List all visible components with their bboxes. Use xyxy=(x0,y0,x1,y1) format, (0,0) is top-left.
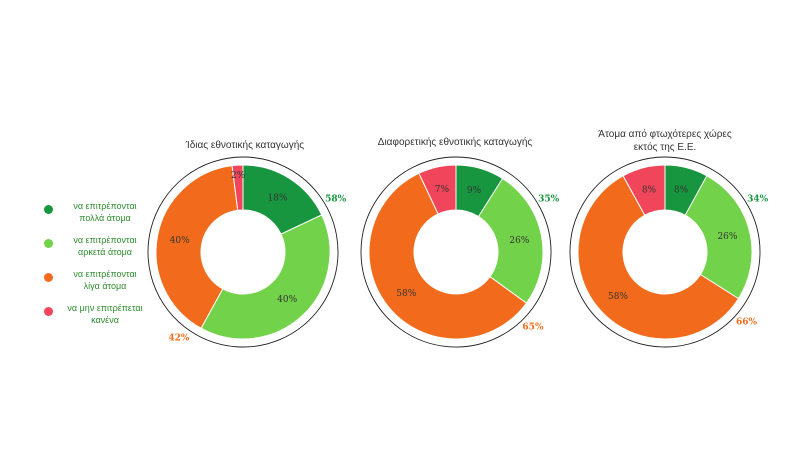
donut-3-slice-label-4: 8% xyxy=(642,186,657,196)
legend-swatch-several xyxy=(44,239,53,248)
legend-label-none-line-1: να μην επιτρέπεται xyxy=(67,303,143,313)
donut-1-slice-label-4: 2% xyxy=(231,171,246,181)
legend-label-many-line-1: να επιτρέπονται xyxy=(73,201,137,211)
chart-title-1: Ίδιας εθνοτικής καταγωγής xyxy=(160,139,330,152)
donut-1-slice-4 xyxy=(231,164,244,211)
donut-2-group-label-1: 35% xyxy=(538,195,560,205)
legend-label-several: να επιτρέπονται αρκετά άτομα xyxy=(60,234,150,258)
donut-2-slice-4 xyxy=(418,164,457,215)
donut-2: 9% 26% 58% 7% 35% 65% xyxy=(360,156,560,348)
donut-3-slice-label-2: 26% xyxy=(717,232,737,242)
legend-label-few: να επιτρέπονται λίγα άτομα xyxy=(60,268,150,292)
donut-1-slice-label-2: 40% xyxy=(277,295,297,305)
chart-title-2: Διαφορετικής εθνοτικής καταγωγής xyxy=(360,136,550,149)
legend-item-none: να μην επιτρέπεται κανένα xyxy=(44,302,154,336)
legend-label-few-line-2: λίγα άτομα xyxy=(83,281,127,291)
donut-1-slice-label-3: 40% xyxy=(170,236,190,246)
donut-3-slice-4 xyxy=(622,164,666,216)
legend-label-several-line-1: να επιτρέπονται xyxy=(73,235,137,245)
donut-2-slice-2 xyxy=(477,177,544,304)
donut-1-slice-3 xyxy=(155,165,239,329)
donut-3: 8% 26% 58% 8% 34% 66% xyxy=(569,156,769,348)
donut-2-slice-label-1: 9% xyxy=(467,186,482,196)
donut-1-group-bracket-1 xyxy=(197,156,339,348)
legend-swatch-few xyxy=(44,273,53,282)
legend-item-many: να επιτρέπονται πολλά άτομα xyxy=(44,200,154,234)
donut-1-group-label-1: 58% xyxy=(325,195,347,205)
donut-1-slice-2 xyxy=(200,214,331,340)
donut-3-group-bracket-1 xyxy=(664,156,761,304)
donut-2-group-bracket-1 xyxy=(455,156,552,309)
donut-2-group-label-2: 65% xyxy=(522,322,544,332)
legend-label-none: να μην επιτρέπεται κανένα xyxy=(60,302,150,326)
donut-2-slice-label-2: 26% xyxy=(509,236,529,246)
donut-3-group-bracket-2 xyxy=(569,156,746,348)
legend: να επιτρέπονται πολλά άτομα να επιτρέπον… xyxy=(44,200,154,336)
legend-label-none-line-2: κανένα xyxy=(91,315,119,325)
donut-2-slice-label-4: 7% xyxy=(435,185,450,195)
donut-2-group-bracket-2 xyxy=(360,156,534,348)
chart-title-3: Άτομα από φτωχότερες χώρες εκτός της Ε.Ε… xyxy=(580,128,750,154)
chart-title-3-line-2: εκτός της Ε.Ε. xyxy=(633,142,697,153)
donut-3-slice-label-1: 8% xyxy=(674,186,689,196)
donut-2-slice-3 xyxy=(368,172,528,340)
donut-2-slice-label-3: 58% xyxy=(396,289,416,299)
donut-3-slice-3 xyxy=(577,175,740,340)
legend-label-many-line-2: πολλά άτομα xyxy=(79,213,131,223)
donut-1-slice-label-1: 18% xyxy=(268,194,288,204)
legend-label-few-line-1: να επιτρέπονται xyxy=(73,269,137,279)
legend-item-several: να επιτρέπονται αρκετά άτομα xyxy=(44,234,154,268)
donut-1-group-label-2: 42% xyxy=(168,334,190,344)
donut-3-slice-label-3: 58% xyxy=(608,292,628,302)
chart-title-3-line-1: Άτομα από φτωχότερες χώρες xyxy=(598,129,732,140)
donut-1-group-bracket-2 xyxy=(147,156,244,336)
legend-swatch-many xyxy=(44,205,53,214)
legend-label-many: να επιτρέπονται πολλά άτομα xyxy=(60,200,150,224)
donut-3-slice-2 xyxy=(684,175,753,300)
donut-3-group-label-2: 66% xyxy=(736,317,758,327)
donut-3-group-label-1: 34% xyxy=(747,195,769,205)
chart-title-2-line-1: Διαφορετικής εθνοτικής καταγωγής xyxy=(377,137,533,148)
legend-item-few: να επιτρέπονται λίγα άτομα xyxy=(44,268,154,302)
donut-1: 18% 40% 40% 2% 58% 42% xyxy=(147,156,347,348)
legend-label-several-line-2: αρκετά άτομα xyxy=(78,247,132,257)
chart-title-1-line-1: Ίδιας εθνοτικής καταγωγής xyxy=(185,140,305,151)
legend-swatch-none xyxy=(44,307,53,316)
